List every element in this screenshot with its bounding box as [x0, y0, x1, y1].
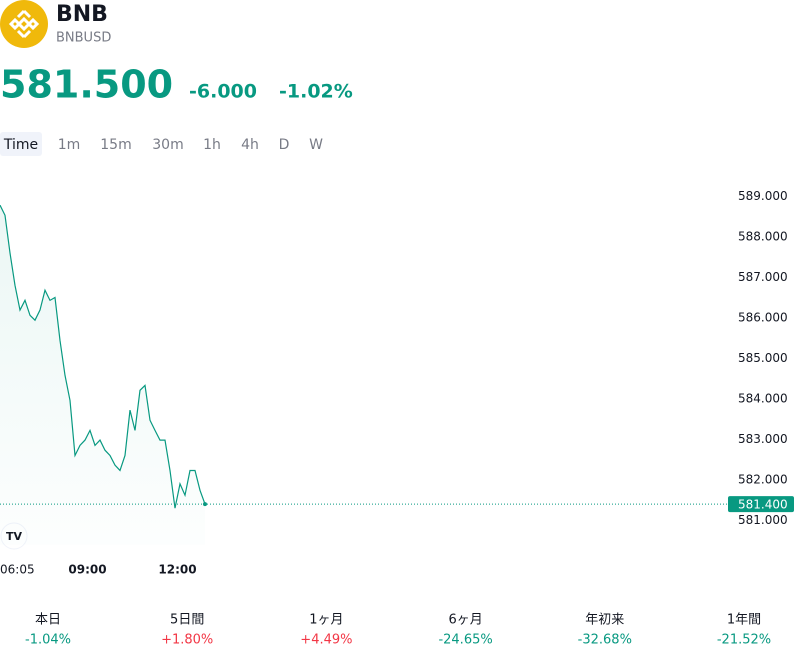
change: -6.000: [189, 81, 257, 103]
x-tick-label: 06:05: [0, 563, 35, 577]
logo: [0, 0, 48, 48]
active-tab-bg: [0, 132, 42, 156]
last-price-box: [728, 496, 794, 513]
period-change: -32.68%: [578, 633, 632, 648]
timeframe-tab[interactable]: 1m: [58, 137, 81, 153]
price-line: [0, 204, 206, 509]
timeframe-tab[interactable]: 4h: [241, 137, 259, 153]
x-tick-label: 09:00: [68, 563, 106, 577]
period-change: -1.04%: [25, 633, 71, 648]
y-tick-label: 589.000: [738, 189, 788, 203]
y-tick-label: 586.000: [738, 310, 788, 324]
y-tick-label: 584.000: [738, 391, 788, 405]
y-tick-label: 581.000: [738, 513, 788, 527]
price: 581.500: [0, 63, 173, 107]
change-percent: -1.02%: [279, 81, 353, 103]
ticker: BNBUSD: [56, 31, 111, 46]
timeframe-tab[interactable]: 30m: [152, 137, 183, 153]
timeframe-tab[interactable]: Time: [3, 137, 38, 153]
timeframe-tab[interactable]: 1h: [203, 137, 221, 153]
y-tick-label: 583.000: [738, 432, 788, 446]
period-label: 本日: [35, 613, 61, 628]
last-price-label: 581.400: [738, 498, 788, 512]
period-label: 1ヶ月: [309, 613, 343, 628]
timeframe-tab[interactable]: W: [309, 137, 323, 153]
symbol: BNB: [56, 2, 108, 27]
period-label: 6ヶ月: [448, 613, 482, 628]
period-label: 1年間: [727, 613, 761, 628]
y-tick-label: 588.000: [738, 229, 788, 243]
x-tick-label: 12:00: [158, 563, 196, 577]
period-change: -24.65%: [438, 633, 492, 648]
period-label: 年初来: [585, 613, 624, 628]
timeframe-tab[interactable]: D: [279, 137, 290, 153]
area-fill: [0, 205, 205, 545]
y-tick-label: 585.000: [738, 351, 788, 365]
period-change: -21.52%: [717, 633, 771, 648]
y-tick-label: 587.000: [738, 270, 788, 284]
period-change: +4.49%: [300, 633, 352, 648]
period-change: +1.80%: [161, 633, 213, 648]
period-label: 5日間: [170, 613, 204, 628]
timeframe-tab[interactable]: 15m: [100, 137, 131, 153]
y-tick-label: 582.000: [738, 472, 788, 486]
